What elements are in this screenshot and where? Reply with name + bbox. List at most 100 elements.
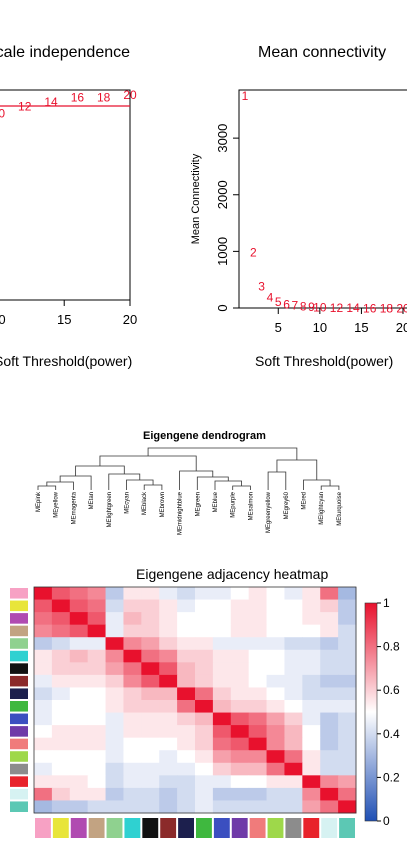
heatmap-cell xyxy=(141,587,160,601)
heatmap-cell xyxy=(69,787,89,801)
heatmap-cell xyxy=(338,587,357,601)
dendrogram-link xyxy=(232,485,251,490)
heatmap-cell xyxy=(212,712,232,726)
heatmap-cell xyxy=(87,687,107,701)
heatmap-cell xyxy=(159,662,178,676)
dendrogram-link xyxy=(37,485,57,490)
column-module-color xyxy=(106,818,123,838)
dendrogram-leaf-label: MEsalmon xyxy=(248,492,254,520)
heatmap-cell xyxy=(69,762,89,776)
heatmap-cell xyxy=(141,637,160,651)
heatmap-cell xyxy=(230,662,250,676)
heatmap-cell xyxy=(51,674,71,688)
heatmap-cell xyxy=(338,725,357,739)
dendrogram-leaf-label: MEbrown xyxy=(160,492,166,517)
heatmap-cell xyxy=(159,700,178,714)
heatmap-cell xyxy=(320,750,339,764)
heatmap-cell xyxy=(159,687,178,701)
heatmap-cell xyxy=(284,750,303,764)
heatmap-cell xyxy=(69,700,89,714)
heatmap-cell xyxy=(338,762,357,776)
column-module-color xyxy=(339,818,355,838)
heatmap-cell xyxy=(34,624,53,638)
row-module-color xyxy=(10,801,28,812)
heatmap-cell xyxy=(195,624,214,638)
y-tick-label: 0 xyxy=(215,304,230,311)
heatmap-cell xyxy=(51,599,71,613)
heatmap-cell xyxy=(141,624,160,638)
column-module-color xyxy=(124,818,141,838)
row-module-color xyxy=(10,751,28,762)
heatmap-cell xyxy=(248,599,268,613)
heatmap-cell xyxy=(123,800,142,814)
dendrogram-link xyxy=(214,480,242,490)
dendrogram-link xyxy=(267,471,287,490)
heatmap-cell xyxy=(34,649,53,663)
heatmap-cell xyxy=(141,662,160,676)
heatmap-cell xyxy=(69,662,89,676)
heatmap-cell xyxy=(105,762,124,776)
power-label: 16 xyxy=(71,90,85,104)
eigengene-dendrogram: MEpink MEyellow MEmagenta MEtan MElightgreen… xyxy=(36,447,343,535)
heatmap-cell xyxy=(320,612,339,626)
heatmap-cell xyxy=(248,624,268,638)
heatmap-cell xyxy=(320,587,339,601)
heatmap-cell xyxy=(51,787,71,801)
colorbar-tick-label: 0.4 xyxy=(383,727,400,741)
colorbar-tick-label: 0.6 xyxy=(383,683,400,697)
row-module-color xyxy=(10,763,28,775)
heatmap-cell xyxy=(34,737,53,751)
heatmap-cell xyxy=(69,637,89,651)
x-tick-label: 20 xyxy=(396,320,407,335)
heatmap-cell xyxy=(51,725,71,739)
heatmap-cell xyxy=(266,674,285,688)
heatmap-cell xyxy=(248,700,268,714)
row-module-color xyxy=(10,675,28,687)
y-tick-label: 2000 xyxy=(215,180,230,209)
dendrogram-leaf-label: MEblue xyxy=(213,491,219,512)
heatmap-cell xyxy=(266,587,285,601)
heatmap-cell xyxy=(195,687,214,701)
dendrogram-leaf-label: MElightcyan xyxy=(319,492,325,525)
heatmap-cell xyxy=(284,637,303,651)
heatmap-cell xyxy=(105,712,124,726)
x-tick-label: 20 xyxy=(123,312,137,327)
heatmap-cell xyxy=(69,737,89,751)
heatmap-cell xyxy=(87,712,107,726)
heatmap-cell xyxy=(177,750,196,764)
heatmap-cell xyxy=(51,775,71,789)
heatmap-cell xyxy=(34,612,53,626)
heatmap-cell xyxy=(69,612,89,626)
dendrogram-leaf-label: MElightgreen xyxy=(107,492,113,527)
dendrogram-leaf-label: MEmagenta xyxy=(71,491,77,524)
heatmap-cell xyxy=(87,725,107,739)
power-label: 6 xyxy=(283,297,290,311)
heatmap-cell xyxy=(141,687,160,701)
heatmap-cell xyxy=(34,637,53,651)
heatmap-cell xyxy=(51,637,71,651)
heatmap-cell xyxy=(51,687,71,701)
heatmap-cell xyxy=(302,637,321,651)
heatmap-cell xyxy=(338,599,357,613)
dendrogram-leaf-label: MEpink xyxy=(36,491,42,512)
heatmap-cell xyxy=(105,800,124,814)
heatmap-cell xyxy=(51,700,71,714)
heatmap-cell xyxy=(69,587,89,601)
power-label: 20 xyxy=(396,302,407,316)
dendrogram-link xyxy=(147,447,298,460)
heatmap-cell xyxy=(338,775,357,789)
heatmap-cell xyxy=(195,712,214,726)
heatmap-cell xyxy=(266,800,285,814)
column-module-color xyxy=(231,818,248,838)
heatmap-cell xyxy=(159,737,178,751)
heatmap-cell xyxy=(248,674,268,688)
heatmap-cell xyxy=(320,687,339,701)
heatmap-cell xyxy=(320,700,339,714)
heatmap-cell xyxy=(302,725,321,739)
heatmap-cell xyxy=(212,750,232,764)
heatmap-cell xyxy=(141,700,160,714)
heatmap-cell xyxy=(266,700,285,714)
heatmap-cell xyxy=(34,587,53,601)
heatmap-cell xyxy=(141,599,160,613)
